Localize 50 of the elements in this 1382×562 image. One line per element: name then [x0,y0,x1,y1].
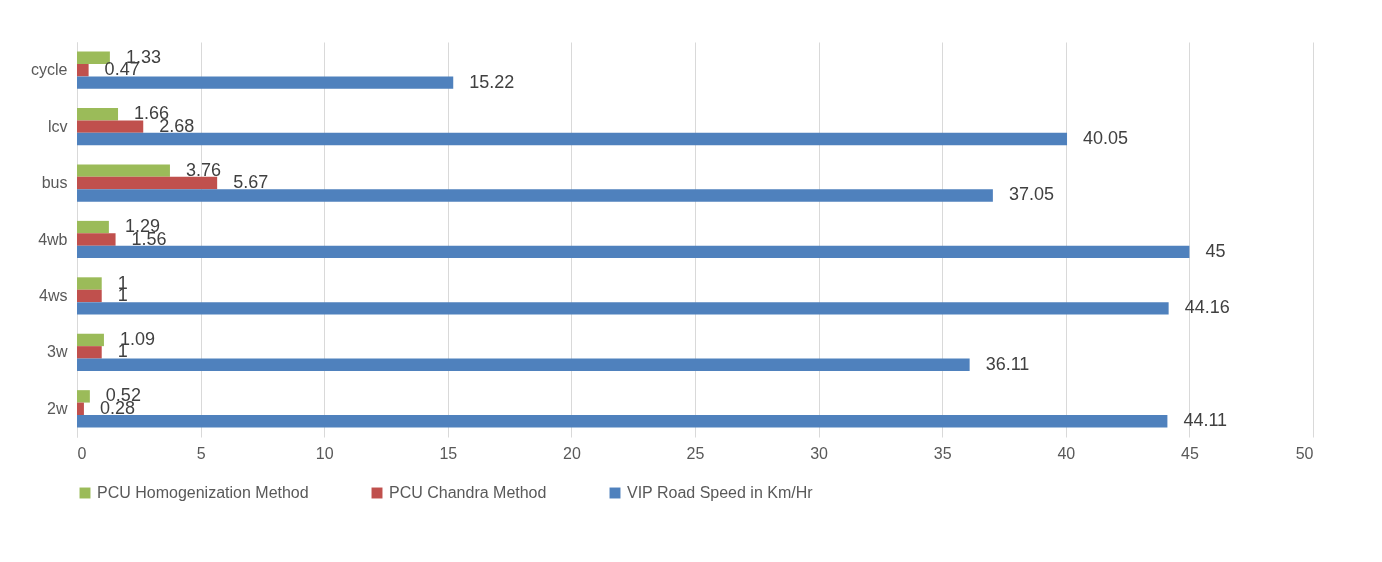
bar [77,76,454,89]
x-tick-label: 45 [1181,444,1199,462]
legend-label: VIP Road Speed in Km/Hr [627,484,814,501]
bar [77,277,102,290]
bar [77,390,90,403]
x-tick-label: 30 [810,444,829,462]
bar [77,346,102,359]
data-label: 44.11 [1183,410,1228,431]
data-label: 15.22 [469,71,515,92]
bar [77,402,84,415]
data-label: 3.76 [185,159,221,180]
bar [77,220,109,234]
data-label: 45 [1205,240,1226,261]
bar [77,120,144,133]
bar [77,64,89,77]
y-tick-label: cycle [31,61,68,79]
x-tick-label: 25 [686,444,705,462]
legend-label: PCU Homogenization Method [97,484,309,501]
x-tick-label: 20 [563,444,581,462]
bar [77,245,1190,259]
x-tick-label: 0 [77,444,87,462]
bar [77,176,218,190]
bar [77,189,993,202]
x-tick-label: 5 [196,444,206,462]
y-tick-label: 4ws [39,286,68,304]
x-tick-label: 35 [933,444,952,462]
bar [77,358,970,371]
data-label: 37.05 [1008,184,1054,205]
bar [77,289,102,303]
x-tick-label: 40 [1057,444,1076,462]
y-tick-label: lcv [47,117,68,135]
bar [77,333,104,347]
bar [77,108,119,121]
bar [77,132,1068,146]
y-tick-label: 4wb [38,230,68,248]
y-tick-label: bus [41,174,68,192]
data-label: 40.05 [1083,128,1129,149]
y-tick-label: 2w [47,399,68,417]
bar [77,233,116,246]
x-tick-label: 50 [1295,444,1314,462]
legend-label: PCU Chandra Method [389,484,547,501]
bar [77,302,1169,315]
data-label: 5.67 [233,172,269,193]
x-tick-label: 10 [315,444,334,462]
data-label: 44.16 [1184,297,1230,318]
y-tick-label: 3w [47,343,68,361]
x-tick-label: 15 [439,444,458,462]
bar [77,164,170,177]
bar [77,414,1168,428]
data-label: 36.11 [985,353,1030,374]
